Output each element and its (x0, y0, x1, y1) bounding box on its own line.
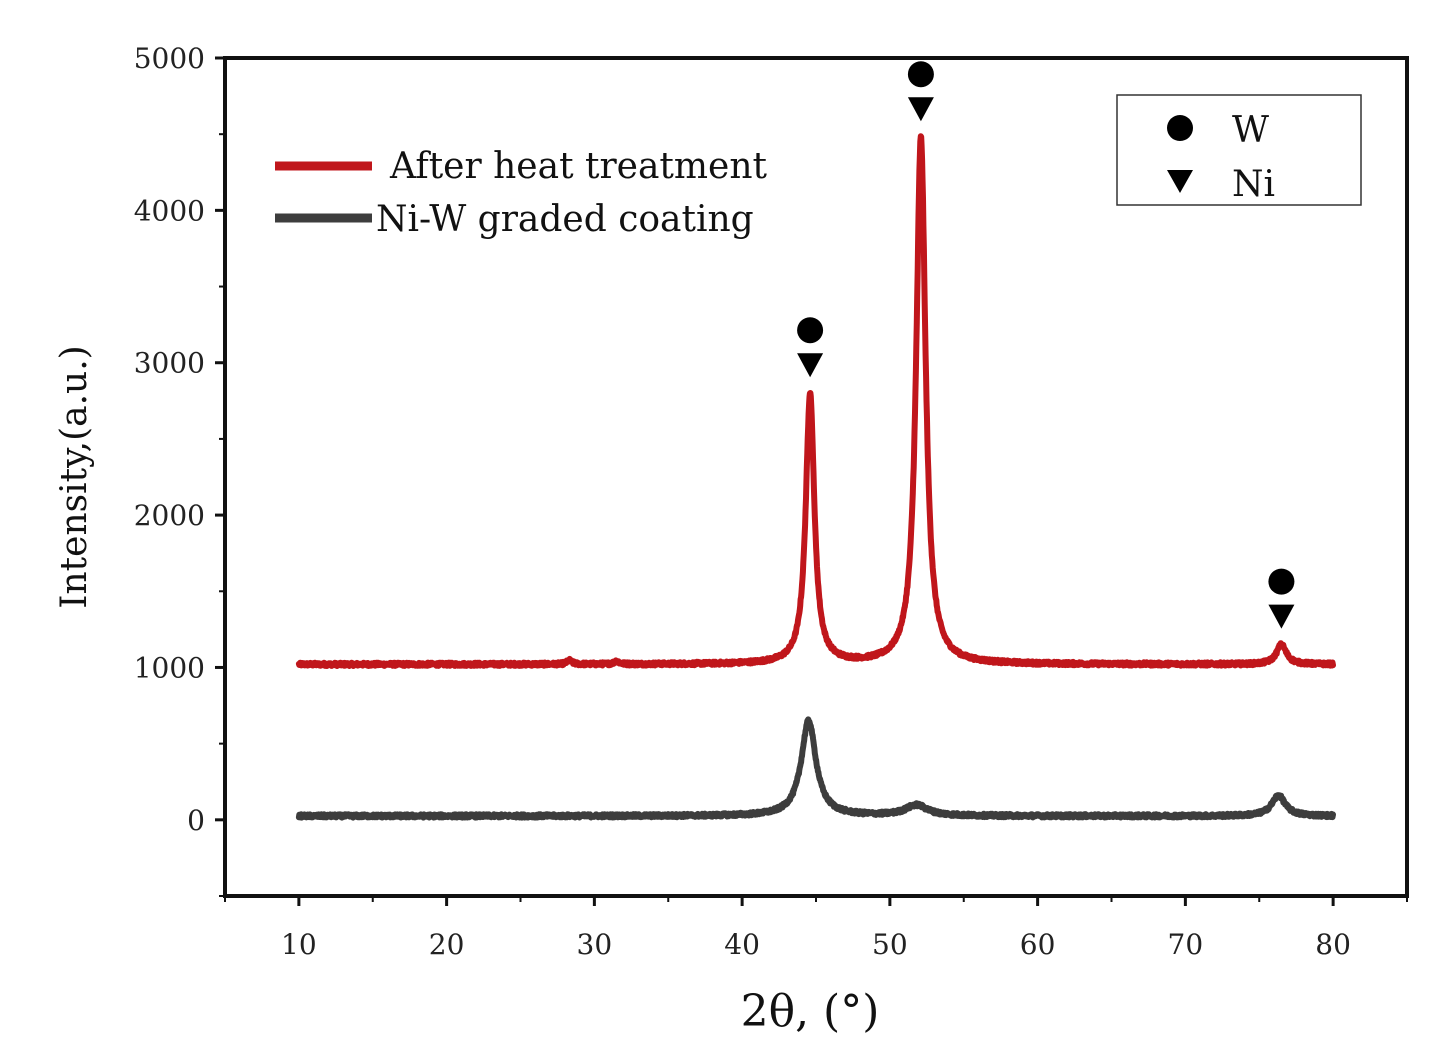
marker-legend: W Ni (1116, 94, 1362, 206)
x-tick-label-30: 30 (577, 928, 613, 961)
marker-legend-w-label: W (1232, 110, 1269, 151)
peak-0-w-marker-icon (797, 317, 824, 344)
marker-legend-ni-icon (1167, 170, 1193, 193)
legend-label-after-heat-treatment: After heat treatment (389, 146, 768, 187)
x-tick-label-20: 20 (429, 928, 465, 961)
peak-0-ni-marker-icon (797, 353, 824, 378)
marker-legend-ni-label: Ni (1232, 164, 1275, 205)
series-line-ni-w-graded-coating (295, 716, 1336, 821)
x-tick-label-10: 10 (281, 928, 317, 961)
peak-2-w-marker-icon (1268, 568, 1295, 595)
x-tick-label-70: 70 (1168, 928, 1204, 961)
peak-2-ni-marker-icon (1268, 604, 1295, 629)
x-tick-label-80: 80 (1315, 928, 1351, 961)
peak-annotations (797, 61, 1295, 629)
y-tick-label-5000: 5000 (134, 42, 205, 75)
y-tick-label-2000: 2000 (134, 499, 205, 532)
y-tick-label-0: 0 (187, 804, 205, 837)
y-axis-title: Intensity,(a.u.) (54, 345, 95, 608)
peak-1-w-marker-icon (907, 61, 934, 88)
x-tick-label-60: 60 (1020, 928, 1056, 961)
legend: After heat treatment Ni-W graded coating (275, 146, 768, 240)
x-axis-title: 2θ, (°) (741, 986, 880, 1037)
x-tick-label-50: 50 (872, 928, 908, 961)
marker-legend-box (1116, 94, 1362, 206)
peak-1-ni-marker-icon (907, 97, 934, 122)
series-layer (295, 133, 1336, 821)
y-tick-label-1000: 1000 (134, 651, 205, 684)
y-tick-label-3000: 3000 (134, 347, 205, 380)
y-tick-label-4000: 4000 (134, 194, 205, 227)
x-tick-label-40: 40 (724, 928, 760, 961)
legend-label-ni-w-graded-coating: Ni-W graded coating (376, 199, 754, 240)
ticks: 10 20 30 40 50 60 70 80 0 1000 2000 3000 4000 5000 (134, 42, 1408, 961)
marker-legend-w-icon (1167, 115, 1193, 141)
series-line-after-heat-treatment (295, 133, 1336, 669)
